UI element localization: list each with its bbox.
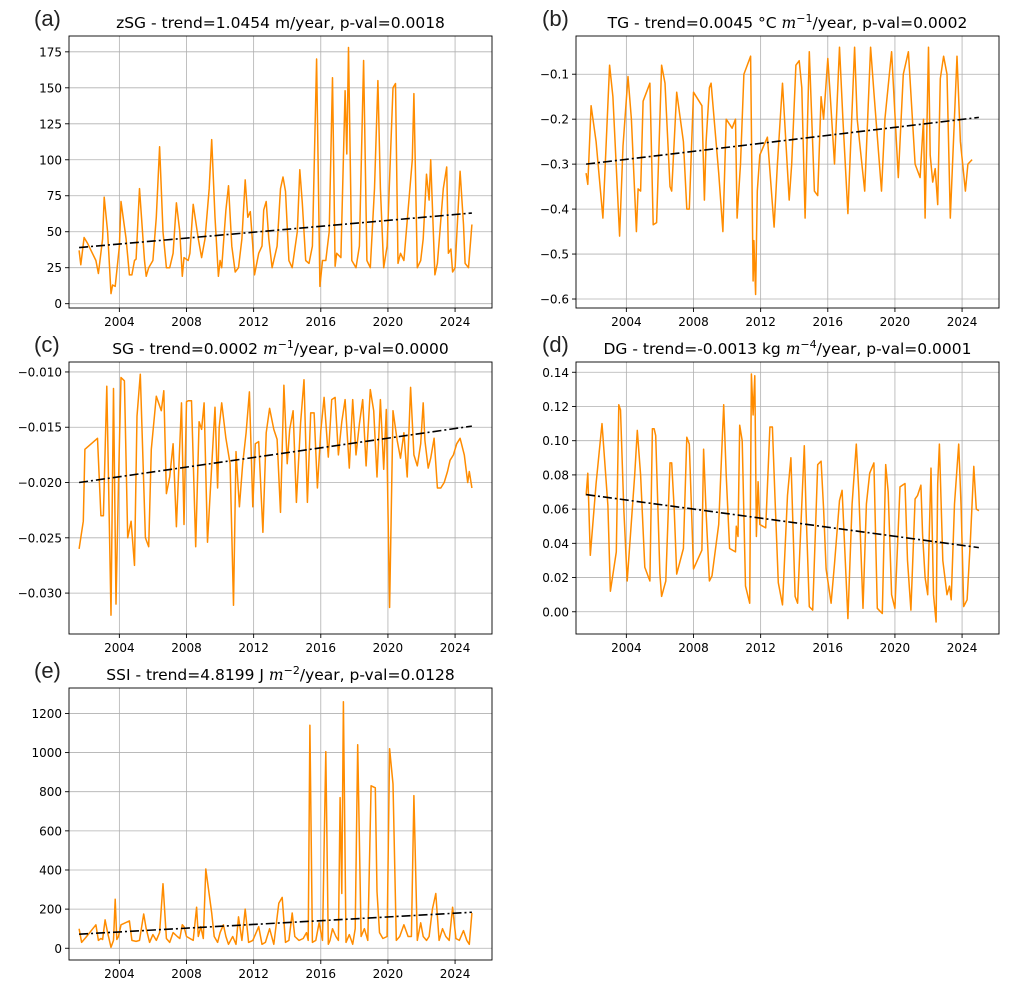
series-line-DG <box>585 373 980 623</box>
y-tick-label: 0 <box>54 942 62 956</box>
axes-frame <box>575 35 1000 309</box>
y-tick-label: 0 <box>54 297 62 311</box>
trend-line <box>79 212 472 249</box>
x-tick-label: 2024 <box>947 641 978 655</box>
axes-frame <box>575 361 1000 635</box>
x-tick-label: 2004 <box>104 315 135 329</box>
panel-c: 2004 2008 2012 2016 2020 2024 −0.010 −0.015 −0.0… <box>18 332 493 655</box>
trend-line <box>78 425 472 484</box>
y-tick-label: 25 <box>47 261 62 275</box>
x-tick-label: 2020 <box>880 315 911 329</box>
chart-title: TG - trend=0.0045 °C m−1/year, p-val=0.0… <box>607 12 968 32</box>
trend-line <box>585 116 979 165</box>
x-tick-label: 2012 <box>745 641 776 655</box>
y-tick-label: 0.04 <box>542 537 569 551</box>
y-tick-label: −0.5 <box>540 248 569 262</box>
y-tick-label: 0.02 <box>542 571 569 585</box>
x-tick-label: 2008 <box>171 967 202 981</box>
y-tick-label: 50 <box>47 225 62 239</box>
x-tick-label: 2008 <box>678 315 709 329</box>
x-tick-label: 2020 <box>880 641 911 655</box>
axes-frame <box>68 361 493 635</box>
series-line-zSG <box>78 46 473 295</box>
x-tick-label: 2024 <box>440 967 471 981</box>
x-tick-label: 2016 <box>306 967 337 981</box>
y-tick-label: −0.015 <box>18 421 62 435</box>
panel-b: 2004 2008 2012 2016 2020 2024 −0.1 −0.2 −0.3 −0.4… <box>540 6 1000 329</box>
series-line-TG <box>585 46 973 296</box>
x-tick-label: 2016 <box>813 641 844 655</box>
y-tick-label: −0.020 <box>18 476 62 490</box>
x-tick-label: 2020 <box>373 641 404 655</box>
x-tick-label: 2020 <box>373 315 404 329</box>
x-tick-label: 2004 <box>104 967 135 981</box>
x-tick-label: 2004 <box>611 315 642 329</box>
x-tick-label: 2008 <box>171 315 202 329</box>
trend-line <box>79 911 472 935</box>
panel-e: 2004 2008 2012 2016 2020 2024 0 200 400 600 800 100… <box>31 658 493 981</box>
panel-letter: (e) <box>34 658 61 683</box>
x-tick-label: 2008 <box>171 641 202 655</box>
y-tick-label: −0.2 <box>540 113 569 127</box>
chart-title: DG - trend=-0.0013 kg m−4/year, p-val=0.… <box>604 338 972 358</box>
y-tick-label: 600 <box>39 824 62 838</box>
y-tick-label: 150 <box>39 81 62 95</box>
panel-d: 2004 2008 2012 2016 2020 2024 0.00 0.02 0.04 0.06… <box>542 332 1000 655</box>
y-tick-label: 0.14 <box>542 366 569 380</box>
y-tick-label: 0.08 <box>542 468 569 482</box>
panel-letter: (a) <box>34 6 61 31</box>
x-tick-label: 2004 <box>104 641 135 655</box>
x-tick-label: 2012 <box>238 641 269 655</box>
axes-frame <box>68 687 493 961</box>
x-tick-label: 2024 <box>440 641 471 655</box>
y-tick-label: 0.10 <box>542 434 569 448</box>
panel-letter: (d) <box>542 332 569 357</box>
series-line-SG <box>78 373 473 616</box>
chart-title: SSI - trend=4.8199 J m−2/year, p-val=0.0… <box>106 664 454 684</box>
y-tick-label: −0.010 <box>18 365 62 379</box>
y-tick-label: −0.025 <box>18 531 62 545</box>
axes-frame <box>68 35 493 309</box>
y-tick-label: 125 <box>39 117 62 131</box>
x-tick-label: 2012 <box>745 315 776 329</box>
x-tick-label: 2020 <box>373 967 404 981</box>
x-tick-label: 2024 <box>947 315 978 329</box>
y-tick-label: −0.1 <box>540 68 569 82</box>
y-tick-label: 1200 <box>31 707 62 721</box>
panel-letter: (c) <box>34 332 60 357</box>
y-tick-label: −0.030 <box>18 587 62 601</box>
y-tick-label: 175 <box>39 45 62 59</box>
y-tick-label: 100 <box>39 153 62 167</box>
x-tick-label: 2012 <box>238 315 269 329</box>
y-tick-label: 0.00 <box>542 605 569 619</box>
y-tick-label: 75 <box>47 189 62 203</box>
x-tick-label: 2016 <box>306 641 337 655</box>
x-tick-label: 2004 <box>611 641 642 655</box>
y-tick-label: 1000 <box>31 746 62 760</box>
panel-letter: (b) <box>542 6 569 31</box>
y-tick-label: 0.06 <box>542 503 569 517</box>
y-tick-label: −0.4 <box>540 203 569 217</box>
chart-title: SG - trend=0.0002 m−1/year, p-val=0.0000 <box>112 338 449 358</box>
y-tick-label: 800 <box>39 785 62 799</box>
y-tick-label: 400 <box>39 863 62 877</box>
y-tick-label: 200 <box>39 903 62 917</box>
x-tick-label: 2024 <box>440 315 471 329</box>
trend-line <box>585 493 979 549</box>
series-line-SSI <box>78 700 473 949</box>
y-tick-label: 0.12 <box>542 400 569 414</box>
x-tick-label: 2008 <box>678 641 709 655</box>
x-tick-label: 2016 <box>813 315 844 329</box>
panel-a: 2004 2008 2012 2016 2020 2024 0 25 50 75 100 125 150… <box>34 6 493 329</box>
y-tick-label: −0.3 <box>540 158 569 172</box>
chart-title: zSG - trend=1.0454 m/year, p-val=0.0018 <box>116 14 445 32</box>
x-tick-label: 2012 <box>238 967 269 981</box>
x-tick-label: 2016 <box>306 315 337 329</box>
y-tick-label: −0.6 <box>540 293 569 307</box>
